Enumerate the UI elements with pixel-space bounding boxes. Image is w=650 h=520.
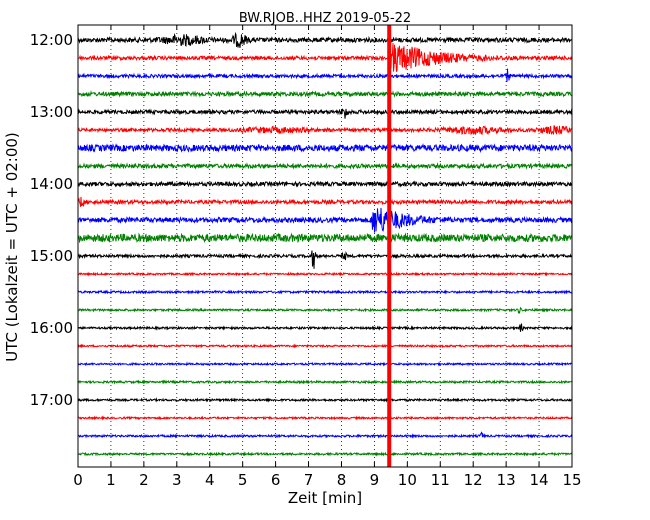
seismic-trace [77,397,573,403]
tick-labels: 0 1 2 3 4 5 6 7 8 9 10 11 12 13 14 1512:0013:0014:0015:… [30,31,582,489]
seismic-trace [77,361,573,367]
x-tick-label: 15 [562,471,581,489]
y-axis-label: UTC (Lokalzeit = UTC + 02:00) [3,132,21,362]
y-tick-label: 16:00 [30,319,73,337]
x-tick-label: 4 [205,471,215,489]
seismic-trace [77,43,573,72]
seismic-trace [77,143,573,154]
seismic-trace [77,90,573,98]
axis-ticks [77,25,573,467]
seismic-trace [77,451,573,457]
seismic-trace [77,108,573,119]
seismic-trace [77,306,573,314]
x-tick-label: 14 [530,471,549,489]
seismic-traces [77,31,573,457]
seismic-trace [77,125,573,136]
y-tick-label: 14:00 [30,175,73,193]
seismic-trace [77,31,573,48]
seismic-trace [77,271,573,277]
seismic-trace [77,431,573,439]
seismic-trace [77,343,573,349]
seismic-trace [77,379,573,385]
seismic-trace [77,250,573,269]
y-tick-label: 13:00 [30,103,73,121]
seismic-trace [77,180,573,188]
chart-title: BW.RJOB..HHZ 2019-05-22 [239,11,411,26]
seismic-trace [77,207,573,233]
y-tick-label: 15:00 [30,247,73,265]
seismic-trace [77,289,573,295]
seismic-trace [77,162,573,170]
x-tick-label: 3 [172,471,182,489]
x-tick-label: 12 [464,471,483,489]
x-tick-label: 10 [398,471,417,489]
x-tick-label: 7 [304,471,314,489]
x-tick-label: 6 [271,471,281,489]
x-tick-label: 8 [337,471,347,489]
seismic-trace [77,323,573,332]
grid-lines [110,25,540,467]
y-tick-label: 17:00 [30,391,73,409]
seismic-trace [77,196,573,207]
plot-frame [77,24,573,468]
x-tick-label: 0 [73,471,83,489]
x-tick-label: 5 [238,471,248,489]
x-tick-label: 11 [431,471,450,489]
x-axis-label: Zeit [min] [288,489,362,507]
x-tick-label: 13 [497,471,516,489]
seismic-trace [77,232,573,244]
seismic-trace [77,415,573,421]
x-tick-label: 9 [370,471,380,489]
y-tick-label: 12:00 [30,31,73,49]
seismic-trace [77,68,573,82]
x-tick-label: 1 [106,471,116,489]
x-tick-label: 2 [139,471,149,489]
